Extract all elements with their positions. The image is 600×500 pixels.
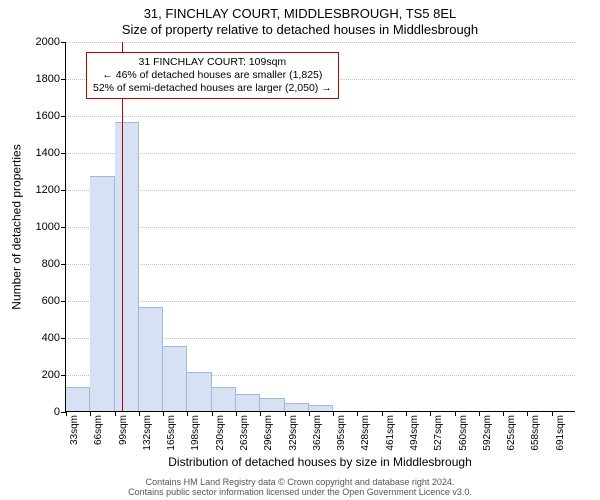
xtick-mark [260, 411, 261, 416]
x-axis-label: Distribution of detached houses by size … [65, 455, 575, 469]
ytick-label: 1000 [36, 221, 66, 233]
ytick-label: 1200 [36, 184, 66, 196]
gridline [66, 264, 575, 265]
xtick-label: 658sqm [530, 411, 541, 451]
ytick-label: 0 [54, 406, 66, 418]
xtick-mark [333, 411, 334, 416]
histogram-bar [66, 387, 90, 411]
ytick-label: 400 [42, 332, 66, 344]
histogram-bar [187, 372, 211, 411]
ytick-label: 200 [42, 369, 66, 381]
xtick-label: 329sqm [288, 411, 299, 451]
annotation-line2: ← 46% of detached houses are smaller (1,… [93, 69, 332, 82]
y-axis-label: Number of detached properties [10, 42, 24, 412]
histogram-bar [260, 398, 284, 411]
annotation-line3: 52% of semi-detached houses are larger (… [93, 82, 332, 95]
xtick-label: 592sqm [482, 411, 493, 451]
ytick-label: 1400 [36, 147, 66, 159]
xtick-mark [309, 411, 310, 416]
xtick-label: 132sqm [142, 411, 153, 451]
xtick-label: 263sqm [239, 411, 250, 451]
ytick-label: 600 [42, 295, 66, 307]
gridline [66, 153, 575, 154]
xtick-label: 33sqm [69, 411, 80, 445]
ytick-label: 1800 [36, 73, 66, 85]
xtick-label: 625sqm [506, 411, 517, 451]
gridline [66, 190, 575, 191]
histogram-bar [139, 307, 163, 411]
xtick-mark [115, 411, 116, 416]
xtick-mark [527, 411, 528, 416]
histogram-bar [115, 122, 139, 411]
plot-area: 020040060080010001200140016001800200033s… [65, 42, 575, 412]
xtick-label: 395sqm [336, 411, 347, 451]
xtick-mark [552, 411, 553, 416]
xtick-mark [285, 411, 286, 416]
xtick-label: 230sqm [215, 411, 226, 451]
histogram-bar [90, 176, 114, 411]
histogram-bar [212, 387, 236, 411]
ytick-label: 800 [42, 258, 66, 270]
xtick-label: 461sqm [385, 411, 396, 451]
xtick-label: 362sqm [312, 411, 323, 451]
xtick-mark [236, 411, 237, 416]
xtick-mark [66, 411, 67, 416]
chart-title-line2: Size of property relative to detached ho… [0, 22, 600, 37]
xtick-label: 66sqm [93, 411, 104, 445]
xtick-label: 494sqm [409, 411, 420, 451]
gridline [66, 116, 575, 117]
xtick-label: 99sqm [118, 411, 129, 445]
annotation-line1: 31 FINCHLAY COURT: 109sqm [93, 56, 332, 69]
xtick-label: 527sqm [433, 411, 444, 451]
footer-line2: Contains public sector information licen… [0, 488, 600, 498]
xtick-label: 691sqm [555, 411, 566, 451]
gridline [66, 42, 575, 43]
xtick-mark [212, 411, 213, 416]
chart-title-line1: 31, FINCHLAY COURT, MIDDLESBROUGH, TS5 8… [0, 6, 600, 21]
ytick-label: 2000 [36, 36, 66, 48]
xtick-mark [455, 411, 456, 416]
xtick-mark [357, 411, 358, 416]
xtick-mark [503, 411, 504, 416]
xtick-label: 428sqm [360, 411, 371, 451]
xtick-mark [90, 411, 91, 416]
chart-container: 31, FINCHLAY COURT, MIDDLESBROUGH, TS5 8… [0, 0, 600, 500]
xtick-mark [430, 411, 431, 416]
gridline [66, 227, 575, 228]
xtick-mark [382, 411, 383, 416]
xtick-label: 560sqm [458, 411, 469, 451]
xtick-mark [163, 411, 164, 416]
xtick-label: 165sqm [166, 411, 177, 451]
histogram-bar [236, 394, 260, 411]
xtick-mark [187, 411, 188, 416]
footer-attribution: Contains HM Land Registry data © Crown c… [0, 478, 600, 498]
xtick-label: 296sqm [263, 411, 274, 451]
xtick-label: 198sqm [190, 411, 201, 451]
xtick-mark [406, 411, 407, 416]
histogram-bar [285, 403, 309, 411]
gridline [66, 301, 575, 302]
annotation-box: 31 FINCHLAY COURT: 109sqm← 46% of detach… [86, 52, 339, 99]
xtick-mark [479, 411, 480, 416]
histogram-bar [163, 346, 187, 411]
xtick-mark [139, 411, 140, 416]
ytick-label: 1600 [36, 110, 66, 122]
